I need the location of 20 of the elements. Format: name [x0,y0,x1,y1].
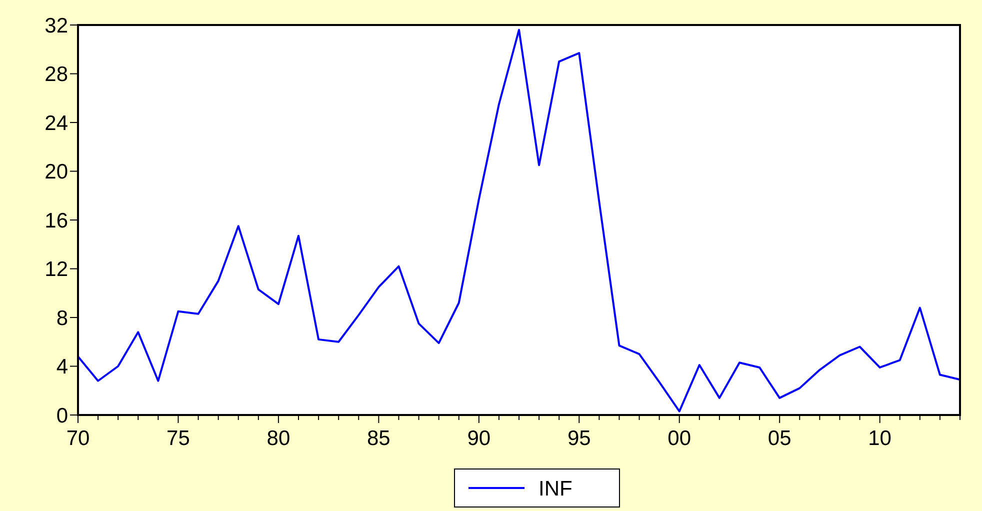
x-tick-label: 70 [66,427,90,450]
x-tick-label: 90 [467,427,491,450]
x-tick-label: 10 [868,427,892,450]
y-tick-label: 12 [44,258,68,282]
y-tick-label: 32 [44,14,68,38]
y-tick-label: 24 [44,112,68,135]
x-tick-label: 80 [266,427,290,450]
x-tick-label: 75 [166,427,190,450]
x-tick-label: 05 [768,427,792,450]
legend-label: INF [538,477,572,500]
y-tick-label: 8 [56,306,68,330]
y-tick-label: 20 [44,160,68,184]
x-tick-label: 85 [367,427,390,450]
y-tick-label: 0 [56,404,68,428]
x-tick-label: 00 [668,427,692,450]
y-tick-label: 16 [44,209,68,232]
y-tick-label: 28 [44,63,68,86]
y-tick-label: 4 [56,356,68,379]
line-series [77,28,961,412]
x-tick-label: 95 [567,427,591,450]
